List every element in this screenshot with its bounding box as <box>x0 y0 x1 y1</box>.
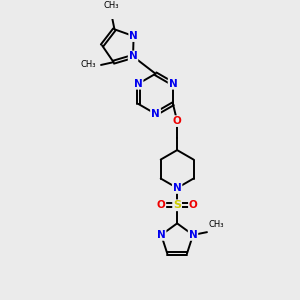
Text: N: N <box>169 79 177 89</box>
Text: O: O <box>189 200 198 210</box>
Text: N: N <box>173 183 182 193</box>
Text: N: N <box>151 109 160 119</box>
Text: O: O <box>157 200 165 210</box>
Text: CH₃: CH₃ <box>80 61 96 70</box>
Text: S: S <box>173 200 181 210</box>
Text: N: N <box>157 230 166 240</box>
Text: N: N <box>129 31 138 41</box>
Text: CH₃: CH₃ <box>208 220 224 229</box>
Text: N: N <box>134 79 142 89</box>
Text: N: N <box>151 109 160 119</box>
Text: CH₃: CH₃ <box>104 2 119 10</box>
Text: N: N <box>189 230 197 240</box>
Text: O: O <box>173 116 182 126</box>
Text: N: N <box>129 51 137 62</box>
